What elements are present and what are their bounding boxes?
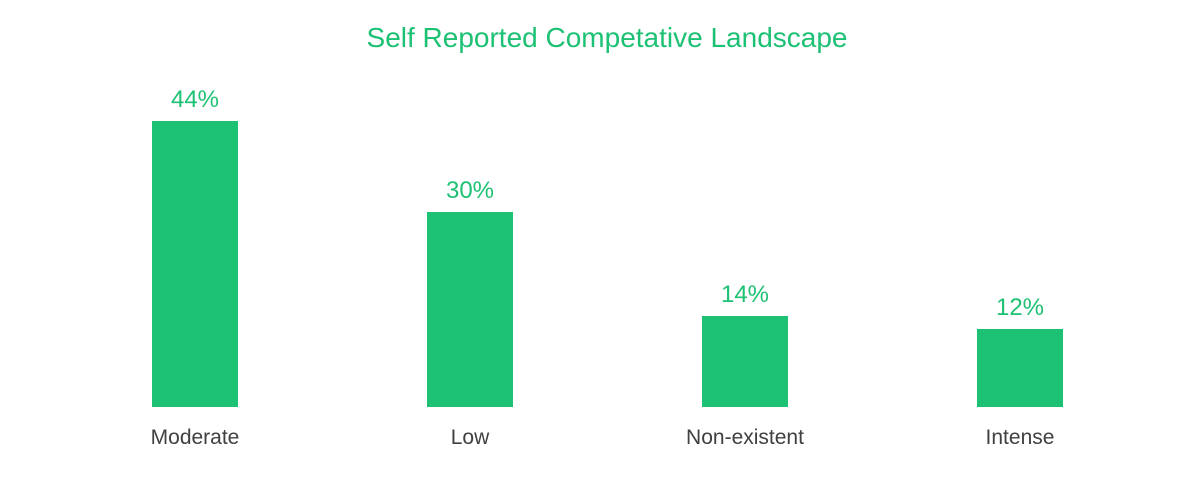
category-label-low: Low	[451, 426, 490, 449]
bar-low	[427, 212, 513, 407]
bar-non-existent	[702, 316, 788, 407]
category-label-moderate: Moderate	[151, 426, 240, 449]
bar-intense	[977, 329, 1063, 407]
category-labels-group: Moderate Low Non-existent Intense	[151, 426, 1055, 449]
bar-moderate	[152, 121, 238, 407]
bars-group	[152, 121, 1063, 407]
value-labels-group: 44% 30% 14% 12%	[171, 86, 1044, 321]
value-label-non-existent: 14%	[721, 281, 769, 308]
category-label-intense: Intense	[986, 426, 1055, 449]
value-label-moderate: 44%	[171, 86, 219, 113]
value-label-intense: 12%	[996, 294, 1044, 321]
chart-title: Self Reported Competative Landscape	[367, 22, 848, 53]
category-label-non-existent: Non-existent	[686, 426, 804, 449]
value-label-low: 30%	[446, 177, 494, 204]
